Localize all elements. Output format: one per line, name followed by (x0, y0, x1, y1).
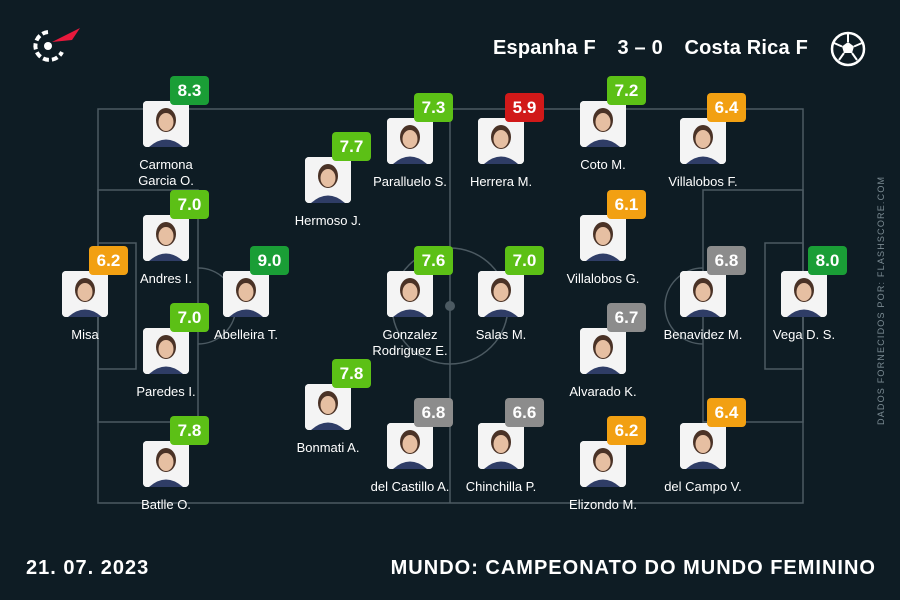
player-photo (478, 118, 524, 164)
player-photo (143, 215, 189, 261)
player-rating: 6.4 (707, 398, 746, 427)
player-photo (143, 101, 189, 147)
player-name: Villalobos G. (566, 271, 640, 286)
player-villalobos-f[interactable]: 6.4 Villalobos F. (648, 92, 758, 202)
player-name: Carmona Garcia O. (138, 157, 194, 188)
player-villalobos-g[interactable]: 6.1 Villalobos G. (548, 189, 658, 299)
player-chinchilla[interactable]: 6.6 Chinchilla P. (446, 397, 556, 507)
player-salas[interactable]: 7.0 Salas M. (446, 245, 556, 355)
player-benavidez[interactable]: 6.8 Benavidez M. (648, 245, 758, 355)
player-name: Vega D. S. (772, 327, 836, 342)
player-rating: 6.8 (707, 246, 746, 275)
player-rating: 8.3 (170, 76, 209, 105)
player-herrera[interactable]: 5.9 Herrera M. (446, 92, 556, 202)
competition-name: MUNDO: CAMPEONATO DO MUNDO FEMININO (390, 557, 876, 579)
player-photo (387, 423, 433, 469)
player-photo (680, 271, 726, 317)
player-photo (478, 423, 524, 469)
player-name: Villalobos F. (668, 174, 738, 189)
player-photo (580, 215, 626, 261)
player-name: Benavidez M. (663, 327, 743, 342)
football-icon (830, 31, 866, 67)
player-rating: 7.8 (170, 416, 209, 445)
player-name: Coto M. (580, 157, 626, 172)
player-paredes[interactable]: 7.0 Paredes I. (111, 302, 221, 412)
match-title: Espanha F 3 – 0 Costa Rica F (493, 37, 808, 60)
player-rating: 7.2 (607, 76, 646, 105)
player-name: Andres I. (139, 271, 193, 286)
player-photo (580, 328, 626, 374)
player-rating: 6.2 (607, 416, 646, 445)
flashscore-logo-icon (33, 28, 80, 62)
player-name: Gonzalez Rodriguez E. (372, 327, 448, 358)
player-name: Bonmati A. (296, 440, 360, 455)
match-date: 21. 07. 2023 (26, 557, 150, 579)
player-gonzalez-rodriguez[interactable]: 7.6 Gonzalez Rodriguez E. (355, 245, 465, 358)
player-carmona-garcia[interactable]: 8.3 Carmona Garcia O. (111, 75, 221, 188)
player-rating: 7.7 (332, 132, 371, 161)
player-vega[interactable]: 8.0 Vega D. S. (749, 245, 859, 355)
player-name: Misa (71, 327, 99, 342)
player-paralluelo[interactable]: 7.3 Paralluelo S. (355, 92, 465, 202)
player-bonmati[interactable]: 7.8 Bonmati A. (273, 358, 383, 468)
player-name: Salas M. (475, 327, 527, 342)
player-photo (223, 271, 269, 317)
player-rating: 6.2 (89, 246, 128, 275)
player-rating: 7.0 (170, 190, 209, 219)
player-elizondo[interactable]: 6.2 Elizondo M. (548, 415, 658, 525)
match-score: 3 – 0 (617, 37, 663, 59)
player-rating: 7.8 (332, 359, 371, 388)
player-del-campo[interactable]: 6.4 del Campo V. (648, 397, 758, 507)
player-name: del Castillo A. (370, 479, 450, 494)
player-photo (580, 101, 626, 147)
player-photo (387, 118, 433, 164)
player-photo (143, 441, 189, 487)
player-rating: 6.4 (707, 93, 746, 122)
player-photo (680, 118, 726, 164)
player-photo (580, 441, 626, 487)
player-batlle[interactable]: 7.8 Batlle O. (111, 415, 221, 525)
player-photo (143, 328, 189, 374)
player-rating: 9.0 (250, 246, 289, 275)
player-name: Hermoso J. (294, 213, 362, 228)
player-andres[interactable]: 7.0 Andres I. (111, 189, 221, 299)
player-misa[interactable]: 6.2 Misa (30, 245, 140, 355)
player-rating: 6.8 (414, 398, 453, 427)
player-rating: 6.6 (505, 398, 544, 427)
player-rating: 8.0 (808, 246, 847, 275)
center-spot (445, 301, 455, 311)
player-name: Paredes I. (136, 384, 196, 399)
player-del-castillo[interactable]: 6.8 del Castillo A. (355, 397, 465, 507)
player-name: Alvarado K. (569, 384, 637, 399)
player-rating: 6.1 (607, 190, 646, 219)
player-photo (387, 271, 433, 317)
away-team-name: Costa Rica F (684, 37, 808, 59)
player-name: del Campo V. (664, 479, 742, 494)
player-alvarado[interactable]: 6.7 Alvarado K. (548, 302, 658, 412)
player-photo (62, 271, 108, 317)
player-photo (781, 271, 827, 317)
player-rating: 7.3 (414, 93, 453, 122)
player-name: Paralluelo S. (373, 174, 447, 189)
player-rating: 7.0 (505, 246, 544, 275)
player-rating: 5.9 (505, 93, 544, 122)
home-team-name: Espanha F (492, 37, 596, 59)
player-name: Elizondo M. (569, 497, 637, 512)
player-rating: 7.6 (414, 246, 453, 275)
player-photo (478, 271, 524, 317)
player-abelleira[interactable]: 9.0 Abelleira T. (191, 245, 301, 355)
player-coto[interactable]: 7.2 Coto M. (548, 75, 658, 185)
player-hermoso[interactable]: 7.7 Hermoso J. (273, 131, 383, 241)
player-name: Batlle O. (141, 497, 191, 512)
player-rating: 6.7 (607, 303, 646, 332)
source-credit: DADOS FORNECIDOS POR: FLASHSCORE.COM (876, 175, 886, 425)
player-photo (305, 384, 351, 430)
player-name: Abelleira T. (213, 327, 279, 342)
player-photo (305, 157, 351, 203)
player-photo (680, 423, 726, 469)
player-name: Chinchilla P. (465, 479, 537, 494)
player-name: Herrera M. (469, 174, 533, 189)
player-rating: 7.0 (170, 303, 209, 332)
